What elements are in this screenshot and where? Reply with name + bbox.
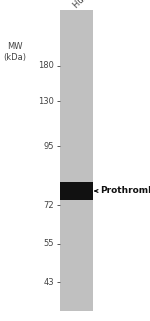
Text: 95: 95: [44, 142, 54, 151]
Bar: [60, 10, 93, 311]
Text: 130: 130: [38, 97, 54, 106]
Text: 72: 72: [43, 201, 54, 210]
Text: 43: 43: [43, 278, 54, 287]
Bar: [60, 182, 93, 200]
Text: 180: 180: [38, 61, 54, 70]
Text: Human plasma: Human plasma: [72, 0, 123, 10]
Text: Prothrombin: Prothrombin: [100, 187, 150, 195]
Text: MW
(kDa): MW (kDa): [3, 42, 27, 62]
Text: 55: 55: [44, 239, 54, 248]
